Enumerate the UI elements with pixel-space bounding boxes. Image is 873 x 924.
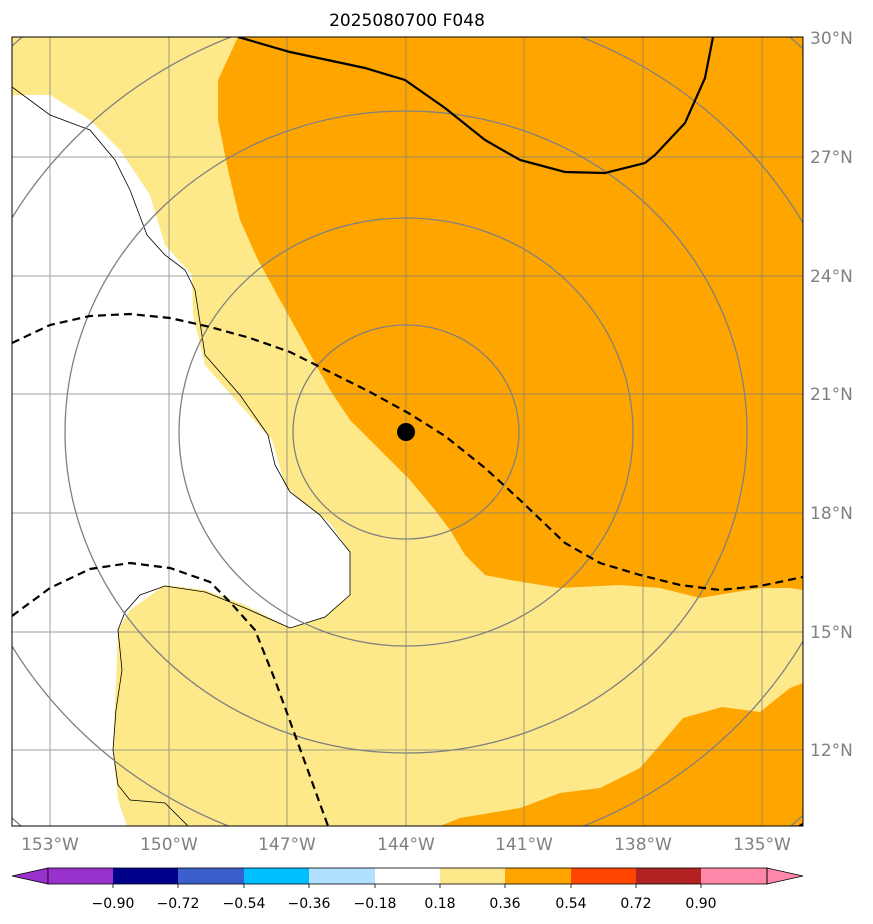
lon-label: 141°W — [495, 835, 553, 855]
colorbar-tick-label: −0.90 — [92, 896, 135, 912]
colorbar-extend-high — [766, 867, 804, 885]
colorbar-segment — [178, 868, 244, 884]
lat-label: 24°N — [810, 267, 853, 287]
colorbar-tick-label: 0.54 — [555, 896, 586, 912]
lon-label: 153°W — [21, 835, 79, 855]
orange-region-lower — [440, 683, 803, 826]
lat-label: 12°N — [810, 741, 853, 761]
colorbar-tick-label: 0.72 — [620, 896, 651, 912]
lat-label: 15°N — [810, 623, 853, 643]
lon-label: 147°W — [258, 835, 316, 855]
lon-label: 150°W — [140, 835, 198, 855]
thin-boundary-line — [12, 86, 351, 826]
longitude-labels: 153°W 150°W 147°W 144°W 141°W 138°W 135°… — [21, 835, 791, 855]
colorbar-segment — [505, 868, 571, 884]
orange-region-main — [218, 37, 803, 598]
dashed-contour-upper — [12, 312, 803, 592]
lon-label: 135°W — [733, 835, 791, 855]
colorbar-tick-label: −0.18 — [354, 896, 397, 912]
solid-contour — [237, 37, 715, 175]
latitude-labels: 30°N 27°N 24°N 21°N 18°N 15°N 12°N — [810, 29, 853, 761]
colorbar-segment — [571, 868, 636, 884]
colorbar-segment — [113, 868, 178, 884]
colorbar-tick-label: 0.90 — [685, 896, 716, 912]
colorbar-segment — [375, 868, 440, 884]
colorbar-frame — [47, 867, 768, 885]
dashed-contour-lower — [12, 561, 330, 826]
dashed-contours — [12, 312, 803, 826]
colorbar-extend-low — [11, 867, 49, 885]
colorbar: −0.90 −0.72 −0.54 −0.36 −0.18 0.18 0.36 … — [11, 867, 804, 912]
colorbar-segment — [636, 868, 701, 884]
lon-label: 138°W — [614, 835, 672, 855]
lat-label: 27°N — [810, 148, 853, 168]
solid-contour-corner — [793, 823, 803, 826]
lat-label: 21°N — [810, 385, 853, 405]
colorbar-segment — [701, 868, 767, 884]
colorbar-tick-label: 0.36 — [489, 896, 520, 912]
colorbar-tick-label: 0.18 — [424, 896, 455, 912]
colorbar-ticks — [112, 884, 702, 888]
colorbar-segment — [244, 868, 309, 884]
colorbar-segment — [48, 868, 113, 884]
colorbar-tick-label: −0.54 — [223, 896, 266, 912]
colorbar-tick-label: −0.72 — [157, 896, 200, 912]
colorbar-tick-label: −0.36 — [288, 896, 331, 912]
figure-title: 2025080700 F048 — [329, 11, 485, 31]
lon-label: 144°W — [377, 835, 435, 855]
colorbar-segment — [309, 868, 375, 884]
colorbar-segment — [440, 868, 505, 884]
map-frame — [11, 36, 804, 827]
lat-label: 18°N — [810, 504, 853, 524]
lat-label: 30°N — [810, 29, 853, 49]
storm-center-marker — [397, 423, 415, 441]
